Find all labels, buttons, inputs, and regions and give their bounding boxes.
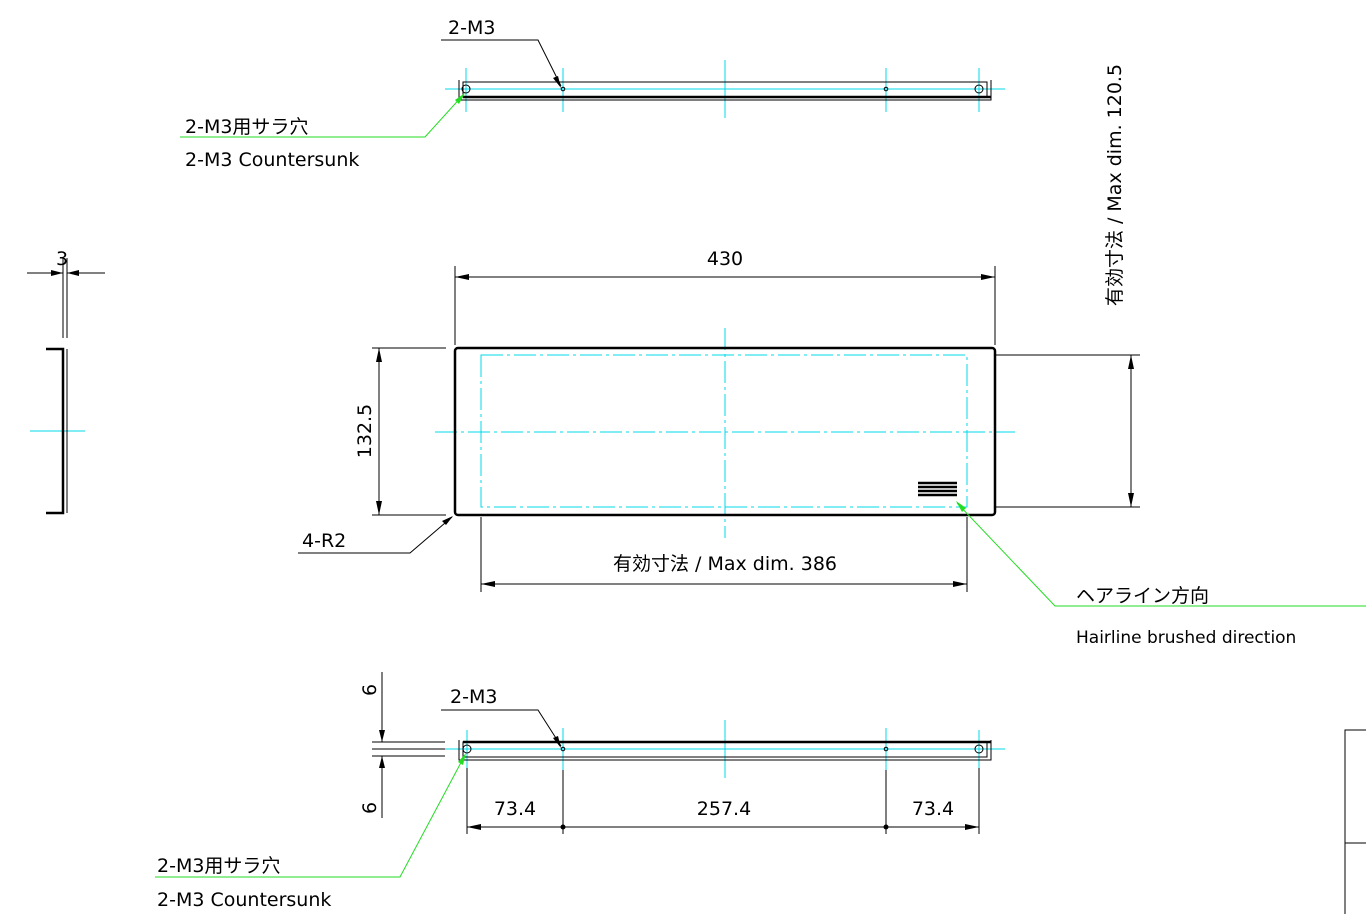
bottom-view-flange xyxy=(458,740,992,761)
hairline-mark xyxy=(918,481,957,497)
leader-arrowhead xyxy=(956,501,966,512)
hairline-label-en: Hairline brushed direction xyxy=(1076,628,1296,648)
hole-label: 2-M3 xyxy=(448,17,495,39)
leader-arrowhead xyxy=(553,736,561,748)
width-dimension: 430 xyxy=(707,248,743,270)
tapped-hole xyxy=(883,86,889,92)
front-plate xyxy=(453,346,997,517)
hole-leader xyxy=(441,709,562,747)
countersink-label-en: 2-M3 Countersunk xyxy=(157,889,331,911)
top-offset-dimension: 6 xyxy=(359,684,381,696)
leader-arrowhead xyxy=(458,753,466,765)
left-spacing-dimension: 73.4 xyxy=(494,798,536,820)
countersink-label-en: 2-M3 Countersunk xyxy=(185,149,359,171)
hole-leader xyxy=(441,39,562,87)
dimension-arrow xyxy=(1128,493,1134,507)
tapped-hole xyxy=(883,746,889,752)
countersink-leader xyxy=(155,754,466,878)
bottom-offset-dimension: 6 xyxy=(359,802,381,814)
corner-radius-leader xyxy=(298,516,453,554)
dimension-dot xyxy=(560,824,566,830)
dimension-arrow xyxy=(981,274,995,280)
effective-area xyxy=(480,354,968,508)
dimension-arrow xyxy=(467,824,481,830)
countersink-label-jp: 2-M3用サラ穴 xyxy=(185,116,308,138)
tapped-hole xyxy=(560,86,566,92)
dimension-arrow xyxy=(51,270,63,276)
tapped-hole xyxy=(560,746,566,752)
dimension-arrow xyxy=(1128,355,1134,369)
hole-label: 2-M3 xyxy=(450,686,497,708)
center-spacing-dimension: 257.4 xyxy=(697,798,751,820)
dimension-dot xyxy=(883,824,889,830)
thickness-dimension: 3 xyxy=(56,248,68,270)
countersink-label-jp: 2-M3用サラ穴 xyxy=(157,855,280,877)
dimension-arrow xyxy=(376,501,382,515)
dimension-arrow xyxy=(379,730,385,742)
countersink-leader xyxy=(180,93,465,138)
dimension-arrow xyxy=(481,581,495,587)
hairline-leader xyxy=(956,502,1366,607)
countersink-hole xyxy=(974,744,984,754)
top-view: 2-M3 2-M3用サラ穴 2-M3 Countersunk xyxy=(180,17,1005,171)
max-width-dimension: 有効寸法 / Max dim. 386 xyxy=(613,553,837,575)
dimension-arrow xyxy=(379,756,385,768)
dimension-arrow xyxy=(953,581,967,587)
countersink-hole xyxy=(462,744,472,754)
dimension-arrow xyxy=(67,270,79,276)
bottom-view: 2-M3 6 6 73.4 257.4 73.4 2-M3用サラ穴 2-M3 C… xyxy=(155,672,1005,911)
title-block-fragment xyxy=(1344,729,1366,914)
max-height-dimension: 有効寸法 / Max dim. 120.5 xyxy=(1104,64,1126,306)
title-block-border xyxy=(1344,729,1366,914)
height-dimension: 132.5 xyxy=(354,404,376,458)
dimension-arrow xyxy=(965,824,979,830)
countersink-hole xyxy=(461,84,471,94)
leader-arrowhead xyxy=(455,93,465,104)
top-view-flange xyxy=(458,80,992,101)
leader-arrowhead xyxy=(442,516,453,525)
side-view: 3 xyxy=(27,248,105,515)
countersink-hole xyxy=(974,84,984,94)
dimension-arrow xyxy=(376,348,382,362)
corner-radius-label: 4-R2 xyxy=(302,530,346,552)
leader-arrowhead xyxy=(553,76,561,88)
right-spacing-dimension: 73.4 xyxy=(912,798,954,820)
front-view: 430 132.5 4-R2 有効寸法 / Max dim. 386 有効寸法 … xyxy=(298,64,1366,648)
dimension-arrow xyxy=(455,274,469,280)
side-view-profile xyxy=(46,347,65,515)
hairline-label-jp: ヘアライン方向 xyxy=(1076,585,1209,607)
